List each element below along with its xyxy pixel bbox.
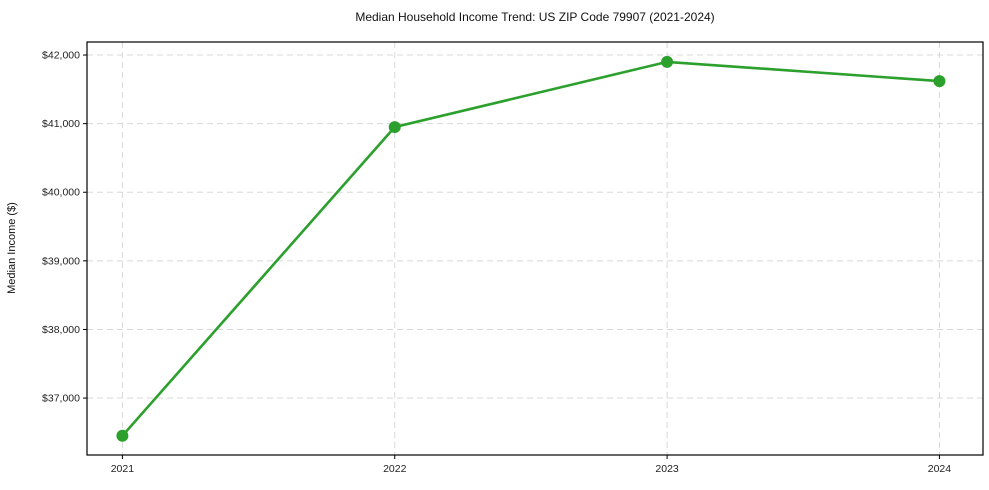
data-series-layer <box>116 55 946 442</box>
trend-line <box>121 60 941 438</box>
x-tick-label: 2024 <box>928 463 952 475</box>
data-point-marker <box>933 75 946 88</box>
plot-border <box>86 41 984 456</box>
axes-layer <box>83 41 984 459</box>
tick-labels-layer: $37,000 $38,000 $39,000 $40,000 $41,000 $42,0… <box>42 50 951 475</box>
data-point-marker <box>388 121 401 134</box>
x-tick-label: 2021 <box>111 463 135 475</box>
chart-title: Median Household Income Trend: US ZIP Co… <box>355 10 714 24</box>
y-tick-label: $37,000 <box>42 393 80 405</box>
y-tick-label: $42,000 <box>42 50 80 62</box>
y-tick-label: $38,000 <box>42 324 80 336</box>
y-tick-label: $39,000 <box>42 255 80 267</box>
x-tick-label: 2022 <box>383 463 407 475</box>
y-axis-label: Median Income ($) <box>6 202 18 294</box>
gridlines-layer <box>87 42 983 455</box>
y-tick-label: $41,000 <box>42 118 80 130</box>
data-point-marker <box>661 55 674 68</box>
y-tick-label: $40,000 <box>42 187 80 199</box>
data-point-marker <box>116 429 129 442</box>
x-tick-label: 2023 <box>655 463 679 475</box>
